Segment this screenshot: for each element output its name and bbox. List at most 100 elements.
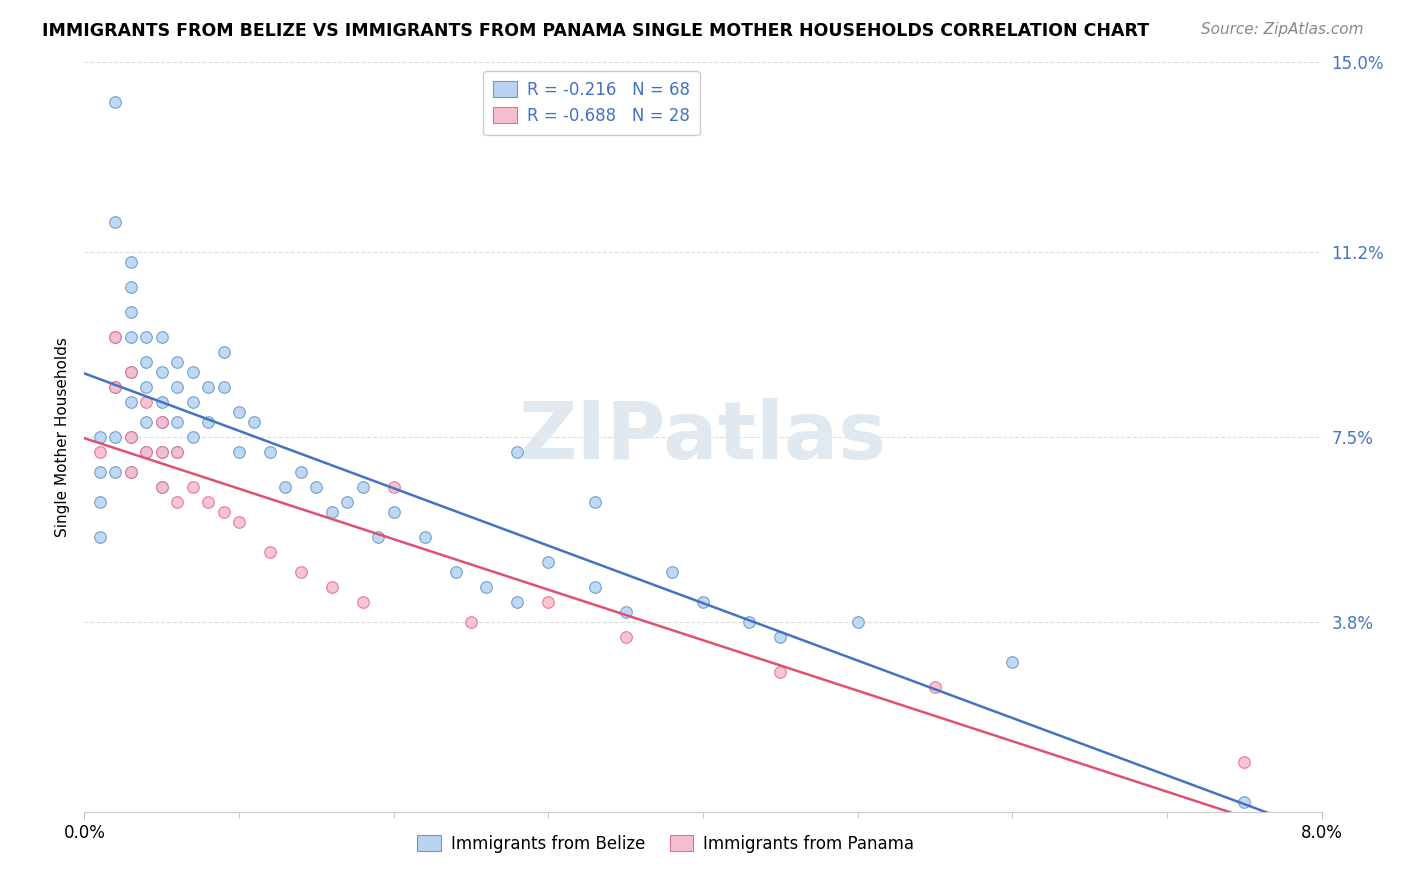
- Point: [537, 595, 560, 609]
- Text: IMMIGRANTS FROM BELIZE VS IMMIGRANTS FROM PANAMA SINGLE MOTHER HOUSEHOLDS CORREL: IMMIGRANTS FROM BELIZE VS IMMIGRANTS FRO…: [42, 22, 1149, 40]
- Point: [305, 480, 328, 494]
- Point: [166, 380, 188, 394]
- Point: [104, 380, 127, 394]
- Point: [769, 630, 792, 644]
- Point: [120, 465, 142, 479]
- Point: [120, 465, 142, 479]
- Point: [197, 495, 219, 509]
- Point: [321, 580, 343, 594]
- Point: [89, 445, 111, 459]
- Point: [506, 595, 529, 609]
- Point: [120, 365, 142, 379]
- Point: [692, 595, 714, 609]
- Text: Source: ZipAtlas.com: Source: ZipAtlas.com: [1201, 22, 1364, 37]
- Point: [382, 480, 405, 494]
- Point: [135, 415, 157, 429]
- Point: [89, 430, 111, 444]
- Point: [228, 405, 250, 419]
- Point: [120, 430, 142, 444]
- Point: [181, 430, 204, 444]
- Point: [120, 365, 142, 379]
- Point: [321, 505, 343, 519]
- Point: [1233, 795, 1256, 809]
- Point: [197, 415, 219, 429]
- Point: [274, 480, 297, 494]
- Point: [120, 280, 142, 294]
- Text: ZIPatlas: ZIPatlas: [519, 398, 887, 476]
- Point: [150, 415, 173, 429]
- Y-axis label: Single Mother Households: Single Mother Households: [55, 337, 70, 537]
- Point: [89, 495, 111, 509]
- Point: [104, 430, 127, 444]
- Point: [352, 480, 374, 494]
- Point: [150, 330, 173, 344]
- Point: [460, 615, 482, 629]
- Point: [336, 495, 359, 509]
- Point: [104, 95, 127, 110]
- Point: [166, 445, 188, 459]
- Point: [382, 505, 405, 519]
- Point: [150, 445, 173, 459]
- Point: [259, 545, 281, 559]
- Point: [104, 380, 127, 394]
- Point: [583, 580, 606, 594]
- Point: [290, 465, 312, 479]
- Point: [89, 465, 111, 479]
- Point: [135, 355, 157, 369]
- Point: [614, 630, 637, 644]
- Point: [104, 465, 127, 479]
- Point: [104, 330, 127, 344]
- Point: [150, 415, 173, 429]
- Point: [661, 565, 683, 579]
- Point: [259, 445, 281, 459]
- Point: [120, 430, 142, 444]
- Point: [181, 395, 204, 409]
- Point: [166, 445, 188, 459]
- Point: [212, 345, 235, 359]
- Point: [1233, 755, 1256, 769]
- Point: [166, 415, 188, 429]
- Point: [444, 565, 467, 579]
- Point: [367, 530, 389, 544]
- Point: [413, 530, 436, 544]
- Point: [135, 445, 157, 459]
- Point: [150, 445, 173, 459]
- Point: [104, 215, 127, 229]
- Point: [1001, 655, 1024, 669]
- Point: [166, 355, 188, 369]
- Point: [212, 505, 235, 519]
- Point: [846, 615, 869, 629]
- Point: [738, 615, 761, 629]
- Point: [166, 495, 188, 509]
- Point: [120, 330, 142, 344]
- Point: [120, 395, 142, 409]
- Point: [352, 595, 374, 609]
- Point: [120, 305, 142, 319]
- Point: [89, 530, 111, 544]
- Point: [290, 565, 312, 579]
- Point: [135, 380, 157, 394]
- Point: [537, 555, 560, 569]
- Point: [104, 330, 127, 344]
- Point: [243, 415, 266, 429]
- Point: [181, 480, 204, 494]
- Point: [135, 445, 157, 459]
- Point: [506, 445, 529, 459]
- Point: [150, 480, 173, 494]
- Point: [769, 665, 792, 679]
- Point: [150, 480, 173, 494]
- Point: [197, 380, 219, 394]
- Point: [228, 445, 250, 459]
- Point: [475, 580, 498, 594]
- Point: [228, 515, 250, 529]
- Point: [135, 395, 157, 409]
- Point: [135, 330, 157, 344]
- Point: [583, 495, 606, 509]
- Legend: Immigrants from Belize, Immigrants from Panama: Immigrants from Belize, Immigrants from …: [411, 829, 921, 860]
- Point: [924, 680, 946, 694]
- Point: [614, 605, 637, 619]
- Point: [120, 255, 142, 269]
- Point: [150, 395, 173, 409]
- Point: [181, 365, 204, 379]
- Point: [212, 380, 235, 394]
